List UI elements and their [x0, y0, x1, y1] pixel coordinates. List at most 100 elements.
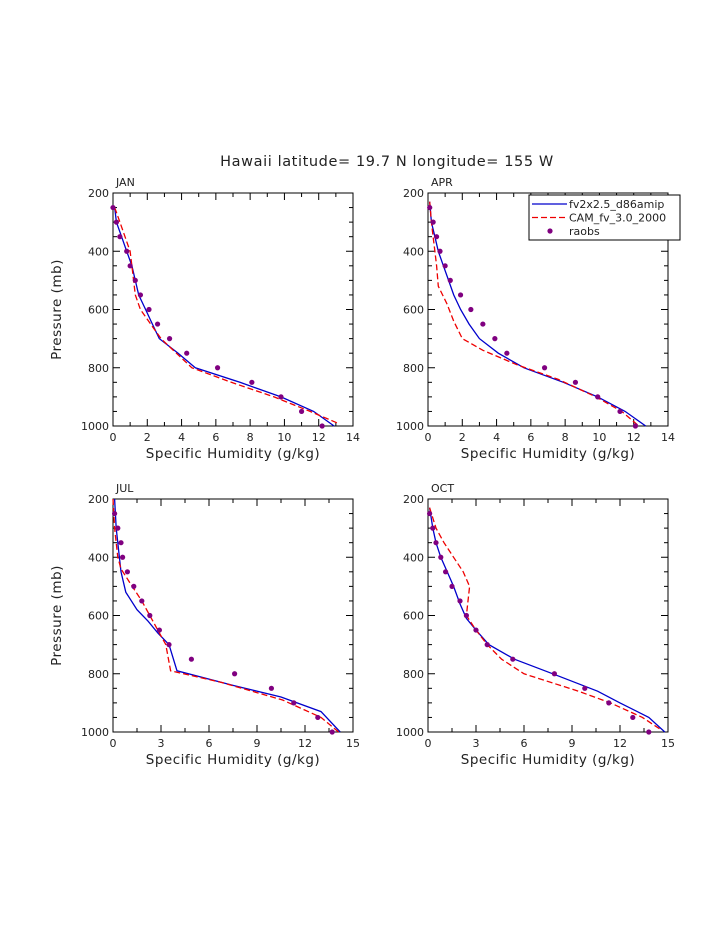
- data-point-raobs-oct: [484, 642, 490, 648]
- data-point-raobs-jul: [315, 714, 321, 721]
- y-tick-label-jul: 600: [88, 610, 109, 623]
- data-point-raobs-jan: [184, 350, 190, 356]
- data-point-raobs-apr: [433, 234, 440, 240]
- x-tick-label-oct: 0: [425, 737, 432, 750]
- y-tick-label-apr: 600: [403, 304, 424, 317]
- data-point-raobs-jul: [329, 729, 335, 735]
- x-tick-label-jan: 4: [178, 431, 185, 444]
- y-tick-label-jan: 1000: [81, 420, 109, 433]
- y-tick-label-apr: 800: [403, 362, 424, 375]
- x-tick-label-apr: 12: [627, 431, 641, 444]
- x-tick-label-jan: 0: [110, 431, 117, 444]
- data-point-raobs-jan: [110, 204, 116, 211]
- y-tick-label-oct: 400: [403, 551, 424, 564]
- data-point-raobs-oct: [473, 627, 479, 633]
- data-point-raobs-apr: [437, 248, 443, 254]
- x-tick-label-jul: 3: [158, 737, 165, 750]
- legend-label-raobs: raobs: [569, 225, 600, 238]
- y-tick-label-oct: 200: [403, 493, 424, 506]
- data-point-raobs-apr: [480, 321, 486, 327]
- data-point-raobs-oct: [427, 510, 433, 517]
- series-line-cam-fv-3-0-2000-oct: [428, 507, 661, 730]
- data-point-raobs-jul: [115, 525, 121, 531]
- panel-oct: 0 3 6 9 12 15 200 400 600 800 1000 OCT Specific Humi…: [396, 482, 675, 768]
- data-point-raobs-oct: [630, 714, 636, 721]
- data-point-raobs-oct: [433, 540, 439, 546]
- panel-label-apr: APR: [431, 176, 453, 189]
- series-line-cam-fv-3-0-2000-jan: [114, 207, 338, 424]
- y-tick-label-jul: 800: [88, 668, 109, 681]
- x-tick-label-apr: 8: [562, 431, 569, 444]
- y-tick-label-apr: 200: [403, 187, 424, 200]
- data-point-raobs-apr: [504, 350, 510, 356]
- x-tick-label-jan: 2: [144, 431, 151, 444]
- data-point-raobs-oct: [443, 569, 449, 575]
- y-tick-label-jul: 1000: [81, 726, 109, 739]
- y-tick-label-jan: 400: [88, 245, 109, 258]
- x-axis-title-jul: Specific Humidity (g/kg): [146, 752, 320, 768]
- y-tick-label-jul: 200: [88, 493, 109, 506]
- data-point-raobs-jan: [319, 423, 325, 429]
- x-tick-label-jul: 15: [346, 737, 360, 750]
- x-tick-label-oct: 6: [521, 737, 528, 750]
- data-point-raobs-jul: [118, 540, 124, 546]
- data-point-raobs-oct: [646, 729, 652, 735]
- y-axis-title-jan: Pressure (mb): [49, 259, 65, 360]
- data-point-raobs-apr: [427, 204, 433, 211]
- series-line-fv2x2-5-d86amip-jan: [114, 207, 335, 427]
- x-tick-label-jul: 12: [298, 737, 312, 750]
- legend-label-fv2x2-5-d86amip: fv2x2.5_d86amip: [569, 198, 664, 211]
- data-point-raobs-oct: [438, 554, 444, 560]
- data-point-raobs-jul: [139, 598, 145, 604]
- y-tick-label-jul: 400: [88, 551, 109, 564]
- data-point-raobs-jul: [291, 700, 297, 706]
- data-point-raobs-apr: [468, 306, 474, 313]
- data-point-raobs-oct: [463, 612, 469, 619]
- x-tick-label-apr: 0: [425, 431, 432, 444]
- data-point-raobs-apr: [492, 336, 498, 342]
- y-axis-title-jul: Pressure (mb): [49, 565, 65, 666]
- x-tick-label-apr: 14: [661, 431, 675, 444]
- x-tick-label-jul: 6: [206, 737, 213, 750]
- x-axis-title-apr: Specific Humidity (g/kg): [461, 446, 635, 462]
- x-axis-title-oct: Specific Humidity (g/kg): [461, 752, 635, 768]
- data-point-raobs-apr: [541, 365, 548, 371]
- legend-label-cam-fv-3-0-2000: CAM_fv_3.0_2000: [569, 212, 666, 225]
- data-point-raobs-apr: [447, 277, 453, 283]
- data-point-raobs-jan: [214, 365, 221, 371]
- data-point-raobs-oct: [582, 685, 588, 691]
- data-point-raobs-apr: [617, 408, 623, 415]
- data-point-raobs-apr: [595, 394, 601, 400]
- panel-jan: 0 2 4 6 8 10 12 14 200 400 600 800 1000 JAN Specific H…: [49, 176, 360, 462]
- data-point-raobs-jan: [117, 234, 123, 240]
- y-tick-label-apr: 400: [403, 245, 424, 258]
- y-tick-label-oct: 1000: [396, 726, 424, 739]
- x-tick-label-apr: 2: [459, 431, 466, 444]
- data-point-raobs-jul: [232, 671, 238, 677]
- data-point-raobs-oct: [449, 583, 455, 589]
- x-tick-label-oct: 12: [613, 737, 627, 750]
- data-point-raobs-oct: [430, 525, 436, 531]
- data-point-raobs-jan: [298, 408, 305, 415]
- data-point-raobs-apr: [572, 379, 579, 385]
- data-point-raobs-jan: [166, 336, 173, 342]
- x-tick-label-jan: 12: [312, 431, 326, 444]
- data-point-raobs-jan: [154, 321, 161, 327]
- panel-jul: 0 3 6 9 12 15 200 400 600 800 1000 JUL Specific Humi…: [49, 482, 360, 768]
- data-point-raobs-apr: [632, 423, 639, 429]
- series-line-fv2x2-5-d86amip-oct: [428, 507, 666, 733]
- data-point-raobs-jan: [113, 219, 120, 225]
- data-point-raobs-jul: [156, 627, 162, 633]
- data-point-raobs-jul: [188, 656, 194, 662]
- x-tick-label-jan: 10: [277, 431, 291, 444]
- y-tick-label-jan: 200: [88, 187, 109, 200]
- x-tick-label-jan: 8: [247, 431, 254, 444]
- data-point-raobs-oct: [606, 700, 612, 706]
- y-tick-label-oct: 800: [403, 668, 424, 681]
- data-point-raobs-jul: [166, 642, 172, 648]
- data-point-raobs-jul: [131, 583, 137, 589]
- x-tick-label-jul: 9: [254, 737, 261, 750]
- y-tick-label-jan: 600: [88, 304, 109, 317]
